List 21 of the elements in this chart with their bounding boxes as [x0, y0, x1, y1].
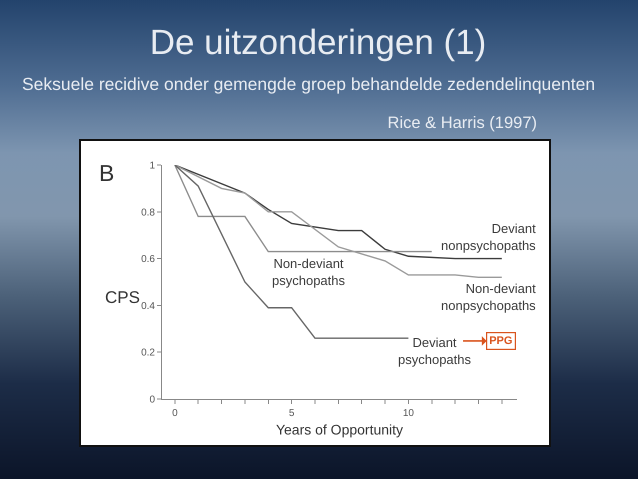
annotation: PPG: [489, 335, 512, 348]
series-label: Deviant nonpsychopaths: [441, 221, 536, 253]
y-tick-label: 1: [149, 160, 156, 172]
y-tick-label: 0.4: [141, 300, 156, 312]
line-series: [174, 165, 410, 339]
y-axis-title: CPS: [105, 288, 140, 307]
chart-subtitle: Seksuele recidive onder gemengde groep behandelde zedendelinquenten: [22, 74, 596, 95]
series-label: Deviant psychopaths: [398, 335, 472, 367]
x-tick-label: 10: [402, 408, 414, 419]
y-tick-label: 0.2: [141, 348, 156, 359]
y-tick-label: 0: [149, 394, 156, 406]
y-tick-label: 0.8: [141, 207, 156, 218]
x-tick-label: 0: [172, 408, 178, 419]
text: B: [99, 160, 114, 186]
x-tick-label: 5: [288, 408, 295, 419]
chart-title: De uitzonderingen (1): [148, 23, 488, 63]
series-label: Non-deviant nonpsychopaths: [441, 281, 536, 313]
text: Rice & Harris (1997): [388, 113, 537, 133]
x-axis-title: Years of Opportunity: [276, 421, 404, 438]
series-label: Non-deviant psychopaths: [272, 256, 346, 288]
y-tick-label: 0.6: [141, 254, 156, 266]
